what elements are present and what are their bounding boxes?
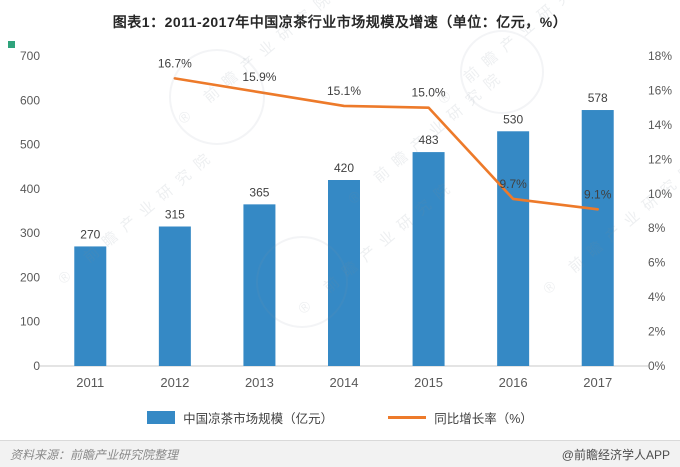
svg-text:9.7%: 9.7% [499, 177, 527, 191]
svg-text:700: 700 [20, 49, 40, 63]
svg-text:300: 300 [20, 226, 40, 240]
svg-text:16.7%: 16.7% [158, 56, 192, 70]
svg-text:2012: 2012 [160, 375, 189, 390]
svg-text:100: 100 [20, 315, 40, 329]
svg-text:365: 365 [249, 185, 269, 199]
svg-text:2011: 2011 [76, 375, 104, 390]
line-series-swatch [388, 416, 427, 419]
svg-text:2013: 2013 [245, 375, 274, 390]
svg-text:270: 270 [80, 227, 100, 241]
svg-text:16%: 16% [648, 83, 672, 97]
chart-title: 图表1：2011-2017年中国凉茶行业市场规模及增速（单位：亿元，%） [112, 14, 568, 30]
svg-text:600: 600 [20, 93, 40, 107]
svg-text:0%: 0% [648, 359, 666, 373]
svg-text:12%: 12% [648, 152, 672, 166]
svg-text:0: 0 [33, 359, 40, 373]
source-text: 资料来源：前瞻产业研究院整理 [10, 447, 179, 462]
svg-text:10%: 10% [648, 187, 672, 201]
svg-text:500: 500 [20, 138, 40, 152]
svg-text:9.1%: 9.1% [584, 187, 612, 201]
svg-text:420: 420 [334, 161, 354, 175]
svg-text:578: 578 [588, 91, 608, 105]
svg-text:18%: 18% [648, 49, 672, 63]
svg-text:530: 530 [503, 112, 523, 126]
svg-text:2016: 2016 [499, 375, 528, 390]
chart-canvas: 0 100 200 300 400 500 600 700 0% 2% 4% 6% 8% 10% 12% 14… [20, 49, 672, 390]
svg-text:2014: 2014 [330, 375, 359, 390]
svg-text:2017: 2017 [583, 375, 612, 390]
svg-text:8%: 8% [648, 221, 666, 235]
legend-item-growth-rate: 同比增长率（%） [388, 408, 533, 427]
bar-series-swatch [147, 411, 176, 424]
legend-label-market-size: 中国凉茶市场规模（亿元） [183, 412, 334, 426]
legend-label-growth-rate: 同比增长率（%） [434, 412, 533, 426]
svg-text:400: 400 [20, 182, 40, 196]
svg-text:2%: 2% [648, 325, 666, 339]
svg-text:6%: 6% [648, 256, 666, 270]
corner-mark [8, 41, 15, 48]
svg-text:483: 483 [419, 133, 439, 147]
credit-text: @前瞻经济学人APP [561, 447, 670, 462]
svg-text:200: 200 [20, 270, 40, 284]
svg-text:15.9%: 15.9% [242, 70, 276, 84]
footer-bar: 资料来源：前瞻产业研究院整理 @前瞻经济学人APP [0, 440, 680, 467]
chart-legend: 中国凉茶市场规模（亿元） 同比增长率（%） [0, 408, 680, 427]
svg-text:315: 315 [165, 208, 185, 222]
svg-text:14%: 14% [648, 118, 672, 132]
svg-text:15.1%: 15.1% [327, 84, 361, 98]
legend-item-market-size: 中国凉茶市场规模（亿元） [147, 408, 333, 427]
svg-text:4%: 4% [648, 290, 666, 304]
svg-text:2015: 2015 [414, 375, 443, 390]
svg-text:15.0%: 15.0% [412, 86, 446, 100]
